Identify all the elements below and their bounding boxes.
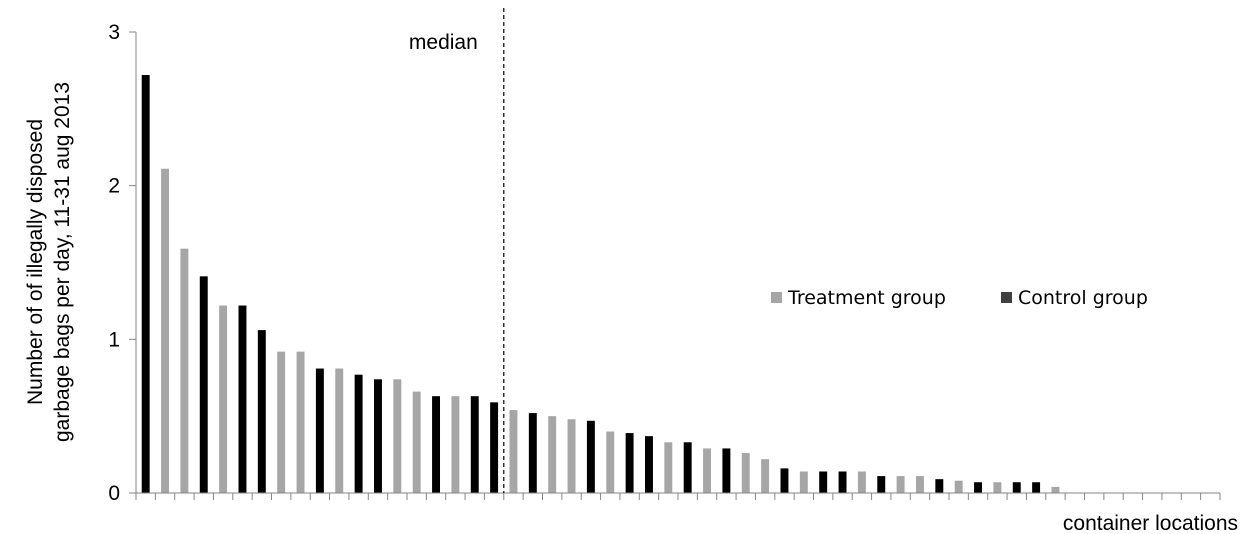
treatment-bar (954, 480, 963, 493)
legend-swatch-treatment (771, 292, 782, 303)
x-axis-ticks (135, 493, 1221, 500)
control-bar (432, 396, 441, 493)
control-bar (780, 468, 789, 493)
median-label: median (409, 31, 478, 54)
y-axis-title-line-1: Number of of illegally disposed (24, 119, 47, 405)
treatment-bar (161, 168, 170, 493)
control-bar (141, 75, 150, 493)
treatment-bar (1051, 486, 1060, 493)
y-axis-ticks: 0 1 2 3 (108, 21, 136, 505)
treatment-bar (664, 442, 673, 493)
control-bar (199, 276, 208, 493)
control-bar (374, 379, 382, 493)
control-bar (683, 442, 692, 493)
control-bar (819, 471, 828, 493)
treatment-bar (219, 305, 228, 493)
control-bar (625, 433, 634, 493)
legend-label-control: Control group (1018, 287, 1148, 309)
y-tick-label: 3 (108, 21, 120, 44)
treatment-bar (548, 416, 557, 493)
legend-label-treatment: Treatment group (787, 287, 946, 309)
control-bar (470, 396, 479, 493)
treatment-bar (606, 431, 615, 493)
control-bar (490, 402, 499, 493)
y-tick-label: 1 (108, 328, 120, 351)
legend-swatch-control (1001, 292, 1012, 303)
control-bar (722, 448, 731, 493)
control-bar (974, 482, 983, 493)
control-bar (1032, 482, 1041, 493)
control-bar (877, 476, 886, 493)
treatment-bar (509, 410, 518, 493)
treatment-bar (857, 471, 866, 493)
treatment-bar (993, 482, 1002, 493)
legend: Treatment group Control group (771, 287, 1148, 309)
control-bar (257, 330, 266, 493)
x-axis-title: container locations (1063, 512, 1238, 534)
control-bar (935, 479, 944, 493)
control-bar (1012, 482, 1021, 493)
y-tick-label: 2 (108, 175, 120, 198)
treatment-bar (296, 351, 305, 493)
treatment-bar (896, 476, 905, 493)
treatment-bar (451, 396, 460, 493)
treatment-bar (180, 248, 189, 493)
treatment-bar (916, 476, 924, 493)
bars (141, 75, 1060, 493)
treatment-bar (393, 379, 402, 493)
control-bar (315, 368, 324, 493)
treatment-bar (567, 419, 576, 493)
control-bar (354, 374, 363, 493)
treatment-bar (277, 351, 286, 493)
control-bar (238, 305, 247, 493)
control-bar (645, 436, 653, 493)
control-bar (838, 471, 847, 493)
y-axis-title-line-2: garbage bags per day, 11-31 aug 2013 (51, 82, 74, 442)
treatment-bar (412, 391, 421, 493)
treatment-bar (761, 459, 770, 493)
treatment-bar (799, 471, 808, 493)
treatment-bar (335, 368, 344, 493)
treatment-bar (741, 453, 750, 493)
treatment-bar (703, 448, 712, 493)
y-tick-label: 0 (108, 482, 120, 505)
control-bar (586, 420, 595, 493)
control-bar (528, 413, 537, 493)
